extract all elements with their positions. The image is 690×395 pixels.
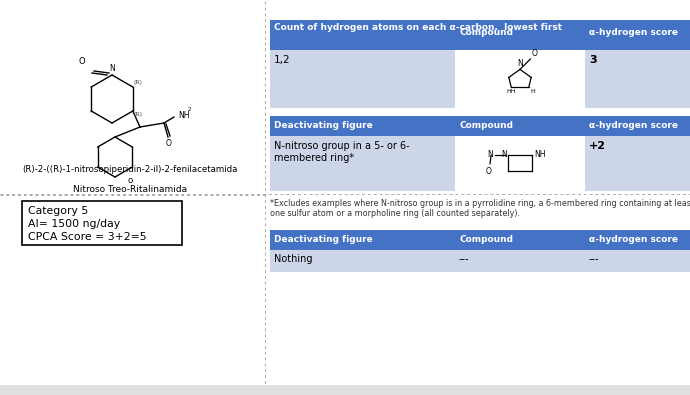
Text: O: O [486, 167, 492, 176]
Text: 2: 2 [188, 107, 192, 112]
Text: Compound: Compound [459, 121, 513, 130]
Text: +2: +2 [589, 141, 606, 151]
Bar [455, 250, 585, 272]
Text: Deactivating figure: Deactivating figure [274, 121, 373, 130]
Text: N: N [109, 64, 115, 73]
Bar [585, 50, 690, 108]
Bar [585, 20, 690, 50]
Text: Deactivating figure: Deactivating figure [274, 235, 373, 244]
Bar [270, 230, 455, 250]
Text: N-nitroso group in a 5- or 6-
membered ring*: N-nitroso group in a 5- or 6- membered r… [274, 141, 410, 163]
Text: ---: --- [589, 254, 600, 264]
Bar [585, 136, 690, 191]
Text: Count of hydrogen atoms on each α-carbon,  lowest first: Count of hydrogen atoms on each α-carbon… [274, 23, 562, 32]
Text: NH: NH [534, 150, 546, 159]
Text: (R): (R) [134, 112, 143, 117]
Text: N: N [487, 150, 493, 159]
Bar [270, 20, 455, 50]
Text: ---: --- [459, 254, 469, 264]
Text: (R): (R) [134, 80, 143, 85]
Bar [455, 20, 585, 50]
Bar [455, 50, 585, 108]
Bar [455, 136, 585, 191]
Text: α-hydrogen score: α-hydrogen score [589, 121, 678, 130]
Text: o: o [128, 176, 132, 185]
Text: H: H [531, 89, 535, 94]
Bar [22, 201, 182, 245]
Text: Compound: Compound [459, 28, 513, 37]
Text: α-hydrogen score: α-hydrogen score [589, 28, 678, 37]
Text: *Excludes examples where N-nitroso group is in a pyrrolidine ring, a 6-membered : *Excludes examples where N-nitroso group… [270, 199, 690, 208]
Text: NH: NH [178, 111, 190, 120]
Text: N: N [517, 59, 523, 68]
Text: α-hydrogen score: α-hydrogen score [589, 235, 678, 244]
Text: O: O [166, 139, 172, 148]
Bar [270, 116, 455, 136]
Text: one sulfur atom or a morpholine ring (all counted separately).: one sulfur atom or a morpholine ring (al… [270, 209, 520, 218]
Bar [0, 385, 690, 395]
Bar [585, 116, 690, 136]
Bar [270, 136, 455, 191]
Text: N: N [501, 150, 507, 159]
Bar [585, 230, 690, 250]
Text: (R)-2-((R)-1-nitrosopiperidin-2-il)-2-fenilacetamida: (R)-2-((R)-1-nitrosopiperidin-2-il)-2-fe… [22, 165, 237, 174]
Text: HH: HH [506, 89, 516, 94]
Text: Nothing: Nothing [274, 254, 313, 264]
Bar [270, 50, 455, 108]
Text: O: O [531, 49, 538, 58]
Text: Nitroso Treo-Ritalinamida: Nitroso Treo-Ritalinamida [73, 185, 187, 194]
Bar [585, 250, 690, 272]
Text: 3: 3 [589, 55, 597, 65]
Text: CPCA Score = 3+2=5: CPCA Score = 3+2=5 [28, 232, 146, 242]
Bar [455, 116, 585, 136]
Text: 1,2: 1,2 [274, 55, 290, 65]
Text: O: O [79, 57, 85, 66]
Text: Category 5: Category 5 [28, 206, 88, 216]
Bar [455, 230, 585, 250]
Text: Compound: Compound [459, 235, 513, 244]
Text: AI= 1500 ng/day: AI= 1500 ng/day [28, 219, 120, 229]
Bar [270, 250, 455, 272]
